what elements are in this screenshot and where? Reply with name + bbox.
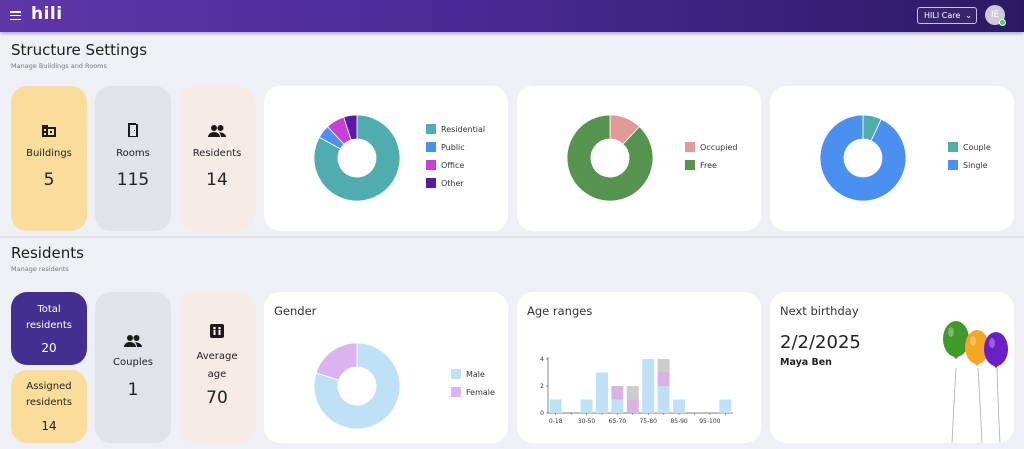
- buildings-card[interactable]: Buildings 5: [11, 86, 87, 231]
- bar-segment[interactable]: [657, 372, 670, 387]
- structure-subtitle: Manage Buildings and Rooms: [11, 62, 107, 70]
- assigned-residents-card[interactable]: Assigned residents 14: [11, 370, 87, 443]
- structure-title: Structure Settings: [11, 41, 148, 59]
- legend-couple: Couple: [948, 142, 991, 153]
- chevron-down-icon: ⌄: [965, 11, 972, 20]
- bar-segment[interactable]: [580, 399, 593, 414]
- total-residents-value: 20: [41, 341, 57, 355]
- occupancy-donut: [566, 114, 654, 202]
- couples-value: 1: [127, 380, 139, 400]
- building-type-slice-other[interactable]: [343, 114, 358, 141]
- bar-segment[interactable]: [626, 399, 639, 414]
- rooms-value: 115: [116, 170, 150, 190]
- resident-types-card: Couple Single: [770, 86, 1014, 231]
- building-types-donut: [313, 114, 401, 202]
- total-residents-label: Total residents: [25, 304, 72, 331]
- structure-selector-value: HILI Care: [924, 11, 961, 20]
- structure-selector[interactable]: HILI Care ⌄: [917, 7, 977, 24]
- gender-donut: [313, 342, 401, 430]
- residents-card[interactable]: Residents 14: [179, 86, 255, 231]
- gender-title: Gender: [274, 304, 317, 318]
- bar-segment[interactable]: [657, 359, 670, 373]
- section-divider: [0, 236, 1024, 238]
- next-birthday-card: Next birthday 2/2/2025 Maya Ben: [770, 292, 1014, 443]
- building-types-card: Residential Public Office Other: [264, 86, 508, 231]
- legend-residential: Residential: [426, 124, 485, 135]
- next-birthday-title: Next birthday: [780, 304, 859, 318]
- legend-other: Other: [426, 178, 464, 189]
- age-icon: [179, 323, 255, 342]
- bar-segment[interactable]: [549, 399, 562, 414]
- gender-slice-male[interactable]: [313, 342, 401, 430]
- balloons-icon: [943, 321, 1008, 443]
- bar-segment[interactable]: [611, 399, 624, 414]
- x-tick-label: 85-90: [670, 418, 688, 425]
- legend-female: Female: [451, 387, 495, 398]
- legend-male: Male: [451, 369, 485, 380]
- door-icon: [95, 122, 171, 142]
- residents-label: Residents: [192, 148, 242, 159]
- bar-segment[interactable]: [626, 386, 639, 400]
- birthday-date: 2/2/2025: [780, 332, 861, 353]
- residents-subtitle: Manage residents: [11, 265, 69, 273]
- average-age-label: Average age: [196, 351, 238, 380]
- residents-title: Residents: [11, 244, 84, 262]
- bar-segment[interactable]: [642, 359, 655, 413]
- resident-type-slice-single[interactable]: [819, 114, 907, 202]
- legend-single: Single: [948, 160, 988, 171]
- total-residents-card[interactable]: Total residents 20: [11, 292, 87, 365]
- buildings-label: Buildings: [26, 148, 72, 159]
- x-tick-label: 75-80: [639, 418, 657, 425]
- legend-public: Public: [426, 142, 465, 153]
- x-tick-label: 0-18: [549, 418, 563, 425]
- app-logo[interactable]: hili: [31, 4, 63, 24]
- gender-slice-female[interactable]: [315, 342, 358, 381]
- average-age-card[interactable]: Average age 70: [179, 292, 255, 443]
- buildings-value: 5: [43, 170, 55, 190]
- legend-office: Office: [426, 160, 464, 171]
- residents-value: 14: [206, 170, 228, 190]
- building-icon: [11, 122, 87, 142]
- age-ranges-title: Age ranges: [527, 304, 593, 318]
- x-tick-label: 65-70: [609, 418, 627, 425]
- top-bar: hili HILI Care ⌄ IE: [0, 0, 1024, 32]
- x-tick-label: 30-50: [578, 418, 596, 425]
- y-tick-label: 4: [540, 356, 544, 363]
- occupancy-card: Occupied Free: [517, 86, 761, 231]
- bar-segment[interactable]: [595, 372, 608, 414]
- couples-card[interactable]: Couples 1: [95, 292, 171, 443]
- age-ranges-chart: 0 2 4 0-18 30-50 65-70 75-80 85-90 95-100: [540, 356, 733, 425]
- age-ranges-card: Age ranges 0 2 4 0-18 30-50 65-70 75-80 85-90 95…: [517, 292, 761, 443]
- occupancy-slice-free[interactable]: [566, 114, 654, 202]
- average-age-value: 70: [206, 388, 228, 408]
- assigned-residents-value: 14: [41, 419, 57, 433]
- bar-segment[interactable]: [673, 399, 686, 414]
- building-type-slice-residential[interactable]: [313, 114, 401, 202]
- resident-types-donut: [819, 114, 907, 202]
- y-tick-label: 2: [540, 383, 544, 390]
- x-tick-label: 95-100: [699, 418, 720, 425]
- couples-label: Couples: [113, 357, 153, 368]
- y-tick-label: 0: [540, 410, 544, 417]
- bar-segment[interactable]: [611, 386, 624, 400]
- people-icon: [95, 333, 171, 352]
- people-icon: [179, 123, 255, 142]
- birthday-name: Maya Ben: [780, 357, 832, 368]
- legend-occupied: Occupied: [685, 142, 737, 153]
- rooms-label: Rooms: [116, 148, 150, 159]
- legend-free: Free: [685, 160, 717, 171]
- rooms-card[interactable]: Rooms 115: [95, 86, 171, 231]
- menu-icon[interactable]: [10, 11, 21, 21]
- online-status-icon: [999, 19, 1006, 26]
- bar-segment[interactable]: [657, 386, 670, 413]
- assigned-residents-label: Assigned residents: [25, 381, 72, 408]
- gender-card: Gender Male Female: [264, 292, 508, 443]
- bar-segment[interactable]: [719, 399, 732, 414]
